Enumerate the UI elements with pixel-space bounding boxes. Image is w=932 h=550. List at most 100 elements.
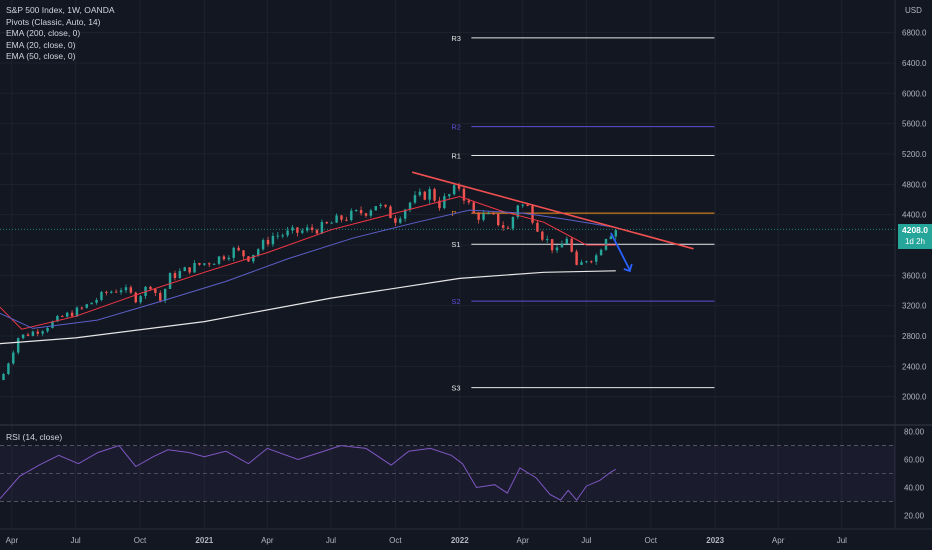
candle-body [452, 185, 456, 195]
candle-body [266, 240, 270, 245]
candle-body [340, 215, 343, 220]
candle-body [614, 230, 618, 237]
candle-body [16, 338, 20, 353]
x-tick-label: Jul [837, 536, 847, 545]
candle-body [56, 316, 59, 322]
y-tick-label: 2400.0 [902, 362, 927, 371]
candle-body [183, 267, 186, 272]
candle-body [61, 316, 64, 318]
candle-body [521, 204, 524, 206]
candle-body [570, 238, 573, 252]
candle-body [389, 206, 392, 219]
y-tick-label: 2000.0 [902, 393, 927, 402]
candle-body [492, 213, 495, 215]
y-tick-label: 6000.0 [902, 89, 927, 98]
symbol-title[interactable]: S&P 500 Index, 1W, OANDA [6, 5, 115, 15]
candle-body [276, 235, 280, 237]
candle-body [90, 302, 93, 305]
rsi-y-tick-label: 80.00 [904, 428, 925, 437]
x-tick-label: Jul [326, 536, 336, 545]
pivot-label-r1: R1 [451, 151, 461, 160]
x-tick-label: Jul [581, 536, 591, 545]
candle-body [114, 291, 118, 293]
y-tick-label: 3600.0 [902, 271, 927, 280]
candle-body [256, 249, 260, 255]
candle-body [555, 247, 559, 251]
candle-body [198, 262, 201, 265]
last-price-value: 4208.0 [902, 225, 928, 235]
candle-body [433, 189, 436, 201]
x-tick-label: Apr [516, 536, 529, 545]
candle-body [281, 235, 284, 237]
candle-body [315, 229, 319, 234]
pivot-label-r3: R3 [451, 34, 461, 43]
candle-body [482, 213, 485, 220]
candle-body [345, 219, 348, 221]
candle-body [399, 218, 402, 223]
candle-body [21, 334, 25, 339]
y-tick-label: 3200.0 [902, 302, 927, 311]
candle-body [448, 194, 451, 197]
candle-body [418, 191, 422, 196]
x-tick-label: Apr [6, 536, 19, 545]
candle-body [7, 363, 10, 374]
candle-body [590, 261, 593, 263]
candle-body [227, 257, 231, 260]
projection-arrow-head [623, 263, 633, 273]
x-tick-label: 2023 [706, 536, 724, 545]
candle-body [443, 196, 446, 209]
y-tick-label: 6400.0 [902, 59, 927, 68]
candle-body [516, 205, 520, 217]
last-price-tag: 4208.0 1d 2h [898, 224, 932, 249]
candle-body [139, 296, 142, 303]
candle-body [36, 331, 40, 334]
pivots-indicator-label[interactable]: Pivots (Classic, Auto, 14) [6, 16, 101, 27]
candle-body [134, 292, 137, 303]
candle-body [384, 204, 387, 207]
rsi-y-tick-label: 20.00 [904, 511, 925, 520]
candle-body [462, 188, 466, 201]
candle-body [541, 231, 544, 240]
ema50-indicator-label[interactable]: EMA (50, close, 0) [6, 51, 76, 61]
x-tick-label: 2021 [195, 536, 213, 545]
candle-body [173, 273, 177, 279]
candle-body [354, 210, 358, 212]
candle-body [565, 238, 569, 244]
ema200-indicator-label[interactable]: EMA (200, close, 0) [6, 28, 81, 38]
candle-body [41, 331, 44, 334]
pivot-label-s3: S3 [451, 384, 460, 393]
candle-body [394, 218, 397, 223]
ema20-indicator-label[interactable]: EMA (20, close, 0) [6, 39, 76, 50]
y-tick-label: 6800.0 [902, 29, 927, 38]
candle-body [286, 230, 289, 236]
candle-body [364, 213, 368, 216]
candle-body [604, 239, 608, 250]
x-tick-label: Oct [389, 536, 402, 545]
candle-body [65, 312, 69, 317]
candle-body [305, 227, 309, 231]
candle-body [487, 213, 490, 215]
x-tick-label: 2022 [451, 536, 469, 545]
candle-body [335, 215, 338, 223]
candle-body [149, 286, 152, 289]
ema50-line [0, 209, 616, 329]
candle-body [609, 236, 613, 240]
candle-body [560, 243, 564, 248]
pivot-label-r2: R2 [451, 123, 461, 132]
candle-body [222, 256, 226, 260]
candle-body [550, 239, 554, 251]
candle-body [379, 204, 382, 207]
y-tick-label: 5200.0 [902, 150, 927, 159]
candle-body [511, 216, 515, 229]
candle-body [599, 249, 603, 256]
candle-body [369, 210, 373, 216]
trendline [411, 171, 694, 250]
candle-body [75, 307, 79, 317]
ema20-line [0, 195, 616, 330]
candle-body [208, 263, 211, 265]
candle-body [188, 267, 191, 273]
projection-arrow [610, 232, 631, 271]
candle-body [237, 247, 240, 251]
candle-body [95, 299, 98, 303]
rsi-indicator-label[interactable]: RSI (14, close) [6, 432, 63, 442]
